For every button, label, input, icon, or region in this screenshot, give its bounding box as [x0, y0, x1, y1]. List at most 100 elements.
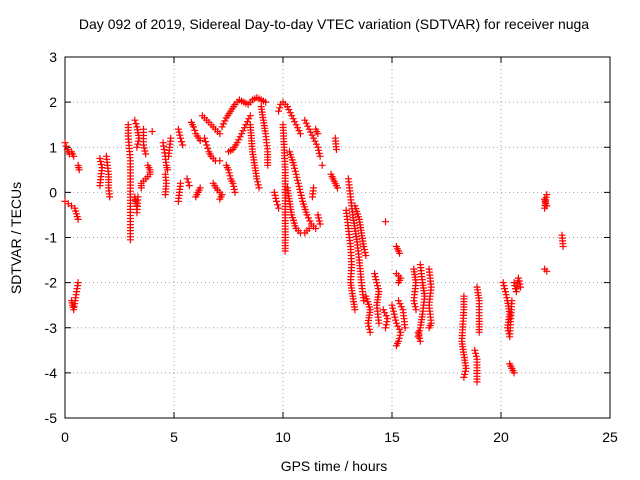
data-point-marker — [305, 225, 313, 232]
data-point-marker — [183, 175, 191, 183]
data-point-marker — [361, 249, 369, 256]
data-point-marker — [373, 279, 381, 287]
y-tick-label: 1 — [49, 139, 57, 155]
data-point-marker — [289, 115, 297, 123]
data-point-marker — [179, 141, 187, 149]
data-point-marker — [462, 364, 470, 372]
data-point-marker — [397, 328, 405, 336]
data-points — [61, 94, 567, 386]
data-point-marker — [298, 194, 306, 202]
x-tick-label: 5 — [170, 429, 178, 445]
data-point-marker — [382, 324, 389, 332]
data-point-marker — [314, 211, 322, 219]
data-point-marker — [460, 373, 468, 381]
data-point-marker — [225, 169, 233, 177]
data-point-marker — [461, 370, 469, 378]
data-point-marker — [391, 313, 399, 321]
data-point-marker — [131, 116, 139, 124]
y-tick-label: -1 — [45, 230, 58, 246]
data-point-marker — [177, 134, 184, 142]
data-point-marker — [61, 139, 69, 147]
data-point-marker — [503, 294, 511, 302]
data-point-marker — [306, 217, 314, 225]
data-point-marker — [148, 128, 156, 135]
x-tick-label: 20 — [493, 429, 509, 445]
data-point-marker — [396, 331, 404, 339]
data-point-marker — [292, 121, 300, 129]
data-point-marker — [175, 128, 183, 136]
data-point-marker — [304, 214, 312, 222]
data-point-marker — [508, 297, 516, 305]
y-tick-label: -4 — [45, 365, 58, 381]
y-tick-label: 3 — [49, 49, 57, 65]
data-point-marker — [141, 147, 149, 155]
y-tick-label: -2 — [45, 275, 58, 291]
data-point-marker — [395, 279, 402, 287]
data-point-marker — [365, 322, 373, 330]
data-point-marker — [351, 306, 359, 314]
x-axis-tick-labels: 0 5 10 15 20 25 — [61, 429, 618, 445]
data-point-marker — [315, 214, 323, 222]
data-point-marker — [360, 243, 368, 250]
data-point-marker — [132, 120, 140, 128]
data-point-marker — [246, 112, 254, 120]
data-point-marker — [174, 125, 182, 133]
data-point-marker — [219, 120, 227, 128]
data-point-marker — [291, 164, 299, 172]
data-point-marker — [316, 220, 324, 228]
data-point-marker — [392, 319, 400, 327]
data-point-marker — [395, 325, 403, 333]
data-point-marker — [414, 328, 422, 336]
data-point-marker — [70, 152, 78, 160]
data-point-marker — [178, 138, 186, 146]
data-point-marker — [274, 201, 282, 209]
data-point-marker — [296, 185, 304, 193]
data-point-marker — [305, 125, 313, 133]
data-point-marker — [270, 188, 278, 196]
data-point-marker — [225, 166, 232, 174]
data-point-marker — [410, 297, 418, 305]
data-point-marker — [397, 303, 405, 311]
data-point-marker — [559, 243, 567, 250]
data-point-marker — [312, 225, 320, 232]
data-point-marker — [161, 191, 169, 199]
data-point-marker — [137, 184, 145, 192]
data-point-marker — [283, 103, 291, 111]
data-point-marker — [416, 334, 424, 342]
data-point-marker — [360, 246, 368, 253]
data-point-marker — [543, 267, 551, 275]
data-point-marker — [381, 309, 389, 317]
data-point-marker — [471, 346, 479, 354]
data-point-marker — [196, 137, 204, 144]
data-point-marker — [316, 152, 324, 160]
y-axis-tick-labels: 3 2 1 0 -1 -2 -3 -4 -5 — [45, 49, 58, 426]
data-point-marker — [416, 324, 424, 332]
data-point-marker — [230, 185, 238, 193]
data-point-marker — [226, 172, 234, 180]
data-point-marker — [384, 315, 392, 323]
data-point-marker — [297, 191, 305, 199]
data-point-marker — [216, 157, 224, 165]
data-point-marker — [254, 178, 262, 186]
data-point-marker — [204, 144, 212, 152]
data-point-marker — [510, 279, 518, 287]
y-tick-label: -3 — [45, 320, 58, 336]
data-point-marker — [514, 274, 522, 282]
data-point-marker — [230, 182, 238, 190]
data-point-marker — [134, 193, 142, 201]
data-point-marker — [388, 301, 396, 309]
data-point-marker — [221, 117, 229, 125]
data-point-marker — [314, 143, 322, 151]
data-point-marker — [140, 141, 147, 149]
data-point-marker — [382, 321, 390, 329]
data-point-marker — [285, 106, 293, 114]
data-point-marker — [415, 331, 423, 339]
data-point-marker — [241, 124, 248, 132]
data-point-marker — [273, 197, 280, 205]
data-point-marker — [134, 140, 142, 148]
data-point-marker — [364, 319, 372, 327]
data-point-marker — [392, 316, 400, 324]
data-point-marker — [185, 182, 193, 190]
data-point-marker — [262, 98, 270, 106]
